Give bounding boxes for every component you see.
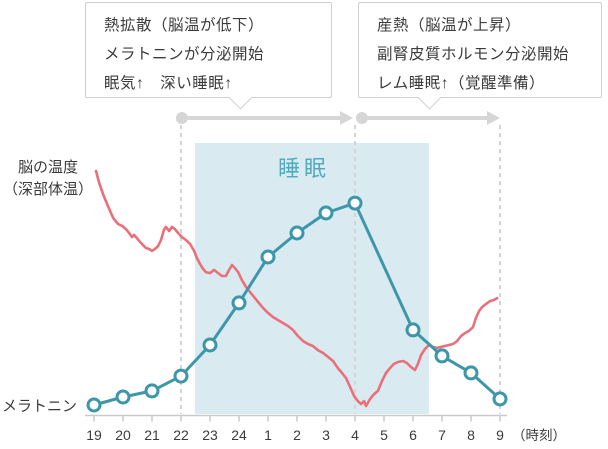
sleep-region (194, 143, 429, 414)
melatonin-data-marker (347, 195, 363, 211)
phase-arrow-head-icon (487, 111, 500, 125)
melatonin-data-marker (289, 225, 305, 241)
x-tick-label: 24 (231, 427, 247, 443)
phase-arrow-start-dot (175, 112, 188, 124)
x-tick-label: 6 (409, 427, 417, 443)
x-tick-label: 8 (467, 427, 475, 443)
melatonin-data-marker (173, 368, 189, 384)
callout-sleep-onset: 熱拡散（脳温が低下） メラトニンが分泌開始 眠気↑ 深い睡眠↑ (85, 2, 332, 110)
sleep-region-label: 睡眠 (278, 156, 331, 181)
callout-line: 熱拡散（脳温が低下） (104, 17, 265, 34)
melatonin-data-marker (434, 348, 450, 364)
x-tick-label: 22 (173, 427, 189, 443)
x-tick-label: 1 (264, 427, 272, 443)
x-tick-label: 5 (380, 427, 388, 443)
melatonin-data-marker (405, 322, 421, 338)
x-tick-label: 9 (496, 427, 504, 443)
x-tick-label: 2 (293, 427, 301, 443)
phase-arrow-start-dot (355, 112, 368, 124)
melatonin-data-marker (463, 365, 479, 381)
melatonin-data-marker (260, 249, 276, 265)
callout-line: 産熱（脳温が上昇） (377, 17, 522, 34)
melatonin-data-marker (144, 383, 160, 399)
x-tick-label: 21 (144, 427, 160, 443)
melatonin-data-marker (86, 397, 102, 413)
callout-line: 副腎皮質ホルモン分泌開始 (377, 46, 570, 63)
x-tick-label: 7 (438, 427, 446, 443)
callout-wake-preparation: 産熱（脳温が上昇） 副腎皮質ホルモン分泌開始 レム睡眠↑（覚醒準備） (358, 2, 602, 110)
callout-line: 眠気↑ 深い睡眠↑ (104, 75, 233, 92)
x-tick-label: 4 (351, 427, 359, 443)
time-axis-unit-label: （時刻） (512, 428, 566, 443)
temperature-series-label-line2: （深部体温） (2, 181, 93, 198)
melatonin-data-marker (115, 389, 131, 405)
melatonin-data-marker (231, 295, 247, 311)
callout-line: レム睡眠↑（覚醒準備） (377, 75, 545, 92)
x-tick-label: 19 (86, 427, 102, 443)
melatonin-data-marker (202, 337, 218, 353)
melatonin-data-marker (492, 391, 508, 407)
melatonin-data-marker (318, 205, 334, 221)
temperature-series-label-line1: 脳の温度 (17, 159, 78, 176)
x-tick-label: 23 (202, 427, 218, 443)
x-tick-label: 3 (322, 427, 330, 443)
temperature-series-label: 脳の温度 （深部体温） (0, 157, 96, 201)
callout-line: メラトニンが分泌開始 (104, 46, 265, 63)
x-tick-label: 20 (115, 427, 131, 443)
melatonin-series-label: メラトニン (2, 398, 78, 415)
phase-arrow-head-icon (339, 111, 353, 125)
